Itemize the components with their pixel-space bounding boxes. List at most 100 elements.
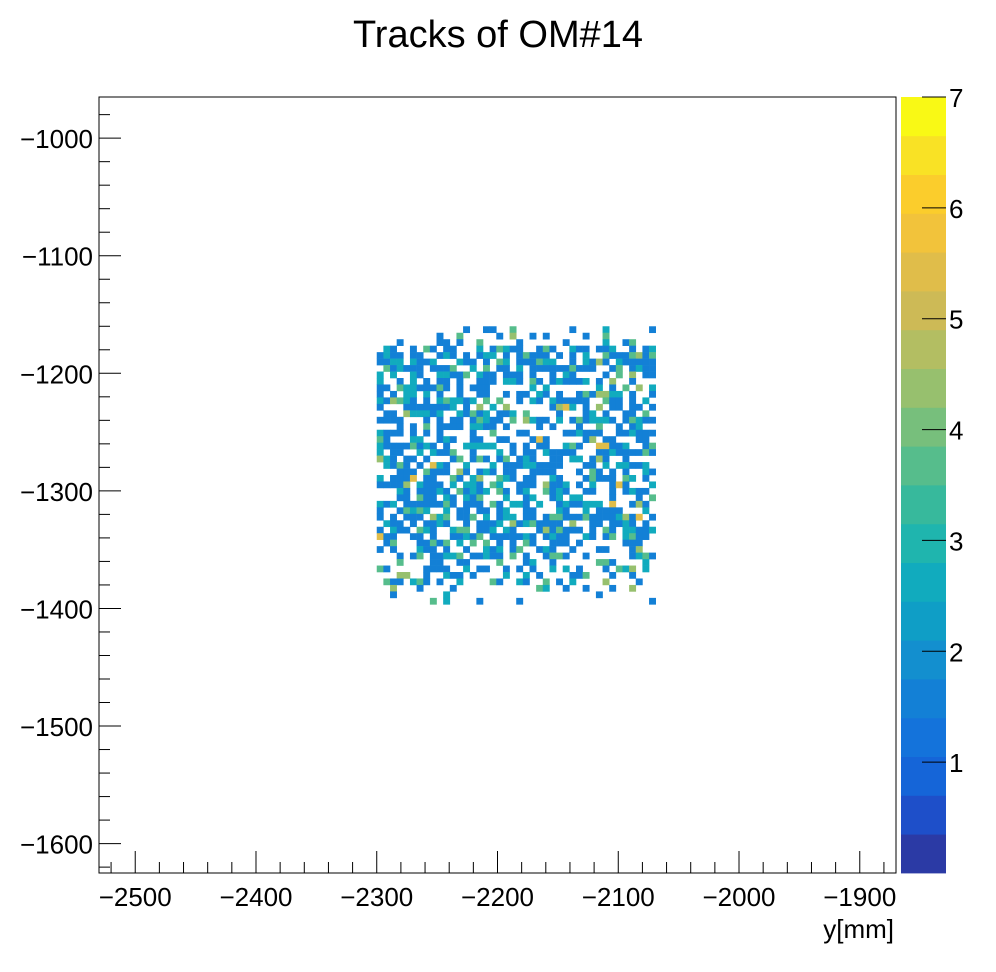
heatmap-cell bbox=[483, 565, 490, 573]
heatmap-cell bbox=[443, 403, 451, 411]
heatmap-cell bbox=[556, 352, 564, 359]
heatmap-cell bbox=[496, 507, 504, 515]
heatmap-cell bbox=[376, 436, 384, 443]
heatmap-cell bbox=[449, 423, 457, 431]
heatmap-cell bbox=[589, 468, 597, 476]
heatmap-cell bbox=[489, 429, 497, 437]
heatmap-cell bbox=[409, 500, 417, 508]
heatmap-cell bbox=[376, 455, 384, 463]
heatmap-cell bbox=[549, 565, 557, 573]
heatmap-cell bbox=[582, 552, 590, 560]
heatmap-cell bbox=[642, 352, 650, 359]
heatmap-cell bbox=[423, 378, 431, 385]
heatmap-cell bbox=[509, 378, 517, 385]
heatmap-cell bbox=[562, 371, 570, 379]
heatmap-cell bbox=[376, 526, 384, 534]
heatmap-cell bbox=[443, 345, 451, 353]
heatmap-cell bbox=[516, 365, 524, 372]
heatmap-cell bbox=[522, 572, 530, 579]
heatmap-cell bbox=[396, 481, 404, 489]
heatmap-cell bbox=[423, 397, 431, 405]
heatmap-cell bbox=[549, 462, 557, 469]
heatmap-cell bbox=[396, 559, 404, 566]
heatmap-cell bbox=[569, 403, 577, 411]
heatmap-cell bbox=[595, 378, 603, 385]
heatmap-cell bbox=[595, 559, 603, 566]
heatmap-cell bbox=[429, 365, 437, 372]
heatmap-cell bbox=[622, 475, 630, 482]
heatmap-cell bbox=[436, 462, 444, 469]
heatmap-cell bbox=[615, 520, 623, 528]
color-scale-band bbox=[901, 135, 946, 175]
heatmap-cell bbox=[396, 358, 404, 366]
heatmap-cell bbox=[469, 552, 477, 560]
heatmap-cell bbox=[529, 475, 537, 482]
heatmap-cell bbox=[509, 500, 517, 508]
heatmap-cell bbox=[376, 565, 384, 573]
heatmap-cell bbox=[383, 397, 391, 405]
heatmap-cell bbox=[383, 481, 391, 489]
heatmap-cell bbox=[629, 500, 637, 508]
heatmap-cell bbox=[556, 455, 564, 463]
heatmap-cell bbox=[376, 378, 384, 385]
heatmap-cell bbox=[436, 565, 444, 573]
heatmap-cell bbox=[595, 507, 603, 515]
heatmap-cell bbox=[456, 526, 464, 534]
heatmap-cell bbox=[575, 468, 583, 476]
heatmap-cell bbox=[629, 565, 637, 573]
heatmap-cell bbox=[483, 378, 490, 385]
heatmap-cell bbox=[443, 552, 451, 560]
heatmap-cell bbox=[542, 468, 550, 476]
heatmap-cell bbox=[629, 533, 637, 540]
heatmap-cell bbox=[556, 500, 564, 508]
heatmap-cell bbox=[569, 365, 577, 372]
heatmap-cell bbox=[436, 578, 444, 586]
heatmap-cell bbox=[589, 526, 597, 534]
heatmap-cell bbox=[469, 533, 477, 540]
heatmap-cell bbox=[575, 481, 583, 489]
heatmap-cell bbox=[423, 410, 431, 418]
heatmap-cell bbox=[489, 533, 497, 540]
heatmap-cell bbox=[436, 332, 444, 340]
heatmap-cell bbox=[556, 520, 564, 528]
heatmap-cell bbox=[609, 403, 617, 411]
heatmap-cell bbox=[635, 352, 643, 359]
heatmap-cell bbox=[383, 442, 391, 450]
heatmap-cell bbox=[622, 449, 630, 456]
heatmap-cell bbox=[536, 365, 544, 372]
heatmap-cell bbox=[429, 487, 437, 495]
heatmap-cell bbox=[463, 565, 471, 573]
heatmap-cell bbox=[529, 358, 537, 366]
heatmap-cell bbox=[522, 462, 530, 469]
heatmap-cell bbox=[483, 390, 490, 398]
heatmap-cell bbox=[429, 526, 437, 534]
heatmap-cell bbox=[449, 526, 457, 534]
heatmap-cell bbox=[463, 397, 471, 405]
heatmap-cell bbox=[589, 500, 597, 508]
heatmap-cell bbox=[409, 533, 417, 540]
heatmap-cell bbox=[569, 449, 577, 456]
heatmap-cell bbox=[536, 390, 544, 398]
heatmap-cell bbox=[629, 520, 637, 528]
heatmap-cell bbox=[409, 345, 417, 353]
heatmap-cell bbox=[423, 526, 431, 534]
heatmap-cell bbox=[516, 378, 524, 385]
heatmap-cell bbox=[649, 494, 656, 502]
heatmap-cell bbox=[376, 358, 384, 366]
heatmap-cell bbox=[456, 358, 464, 366]
heatmap-cell bbox=[642, 358, 650, 366]
heatmap-cell bbox=[476, 352, 484, 359]
heatmap-cell bbox=[449, 584, 457, 592]
heatmap-cell bbox=[429, 494, 437, 502]
heatmap-cell bbox=[496, 552, 504, 560]
heatmap-cell bbox=[629, 403, 637, 411]
color-scale-label: 7 bbox=[949, 83, 963, 113]
heatmap-cell bbox=[582, 345, 590, 353]
heatmap-cell bbox=[622, 481, 630, 489]
heatmap-cell bbox=[542, 384, 550, 392]
heatmap-cell bbox=[396, 526, 404, 534]
heatmap-cell bbox=[649, 429, 656, 437]
heatmap-cell bbox=[376, 384, 384, 392]
heatmap-cell bbox=[562, 507, 570, 515]
heatmap-cell bbox=[496, 397, 504, 405]
